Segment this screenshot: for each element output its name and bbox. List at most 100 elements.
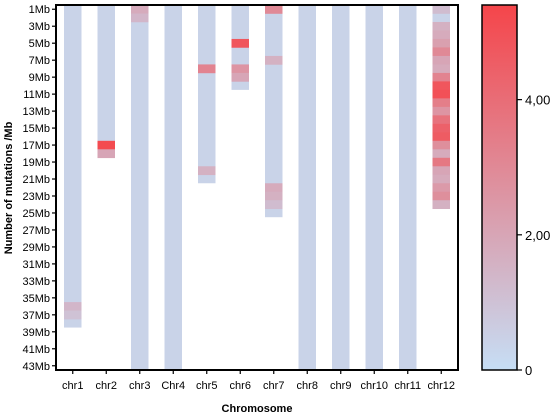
heatmap-cell	[432, 55, 450, 65]
heatmap-cell	[231, 72, 249, 82]
x-tick-label: chr11	[394, 380, 421, 392]
y-tick-label: 19Mb	[22, 157, 50, 169]
heatmap-column	[332, 6, 350, 370]
y-tick-label: 3Mb	[29, 21, 50, 33]
heatmap-cell	[432, 81, 450, 91]
heatmap-column	[164, 6, 182, 370]
color-scale-bar	[481, 4, 518, 371]
color-scale-ticks: 0 2,000 4,000	[517, 93, 550, 378]
heatmap-cell	[432, 140, 450, 150]
x-axis-title: Chromosome	[222, 403, 293, 415]
heatmap-column	[231, 6, 249, 90]
y-tick-label: 39Mb	[22, 327, 50, 339]
heatmap-cell	[432, 115, 450, 125]
heatmap-cell	[432, 166, 450, 176]
heatmap-cell	[432, 21, 450, 31]
heatmap-cell	[432, 38, 450, 48]
heatmap-column-base	[399, 6, 417, 370]
heatmap-cell	[432, 64, 450, 74]
x-tick-label: chr7	[263, 380, 284, 392]
heatmap-column	[131, 5, 149, 370]
y-tick-label: 27Mb	[22, 225, 50, 237]
heatmap-cell	[432, 183, 450, 193]
heatmap-cell	[265, 55, 283, 65]
y-tick-label: 37Mb	[22, 310, 50, 322]
y-tick-label: 5Mb	[29, 38, 50, 50]
y-tick-label: 41Mb	[22, 344, 50, 356]
x-tick-label: Chr4	[161, 380, 185, 392]
heatmap-column	[399, 6, 417, 370]
y-tick-label: 1Mb	[29, 4, 50, 16]
y-tick-label: 33Mb	[22, 276, 50, 288]
x-tick-label: chr5	[196, 380, 217, 392]
heatmap-cell	[64, 302, 82, 311]
heatmap-column	[432, 5, 450, 210]
x-tick-label: chr3	[129, 380, 150, 392]
heatmap-column-base	[64, 6, 82, 328]
y-axis: 1Mb 3Mb 5Mb 7Mb 9Mb 11Mb 13Mb 15Mb 17Mb 19Mb 21Mb 2…	[22, 4, 56, 373]
heatmap-column	[265, 5, 283, 218]
x-tick-label: chr12	[427, 380, 455, 392]
heatmap-column	[298, 6, 316, 370]
heatmap-column-base	[298, 6, 316, 370]
heatmap-cell	[432, 174, 450, 184]
heatmap-column	[64, 6, 82, 328]
heatmap-column	[97, 6, 115, 159]
plot-area	[64, 5, 450, 370]
heatmap-cell	[432, 106, 450, 116]
y-tick-label: 13Mb	[22, 106, 50, 118]
heatmap-column-base	[365, 6, 383, 370]
y-tick-label: 25Mb	[22, 208, 50, 220]
heatmap-column-base	[164, 6, 182, 370]
x-tick-label: chr6	[230, 380, 251, 392]
heatmap-cell	[198, 166, 216, 176]
heatmap-column-base	[131, 6, 149, 370]
y-tick-label: 31Mb	[22, 259, 50, 271]
y-tick-label: 29Mb	[22, 242, 50, 254]
x-tick-label: chr8	[297, 380, 318, 392]
heatmap-column	[198, 6, 216, 184]
heatmap-cell	[97, 140, 115, 150]
heatmap-cell	[265, 200, 283, 210]
heatmap-cell	[432, 47, 450, 57]
y-tick-label: 21Mb	[22, 174, 50, 186]
color-scale-legend: 0 2,000 4,000	[481, 4, 550, 378]
heatmap-cell	[231, 64, 249, 74]
heatmap-column-base	[198, 6, 216, 184]
heatmap-column-base	[332, 6, 350, 370]
heatmap-cell	[432, 200, 450, 210]
heatmap-column-base	[97, 6, 115, 158]
y-tick-label: 15Mb	[22, 123, 50, 135]
heatmap-cell	[432, 132, 450, 142]
x-tick-label: chr1	[62, 380, 83, 392]
heatmap-cell	[432, 157, 450, 167]
color-scale-tick-label: 4,000	[525, 93, 550, 108]
y-tick-label: 9Mb	[29, 72, 50, 84]
heatmap-cell	[432, 30, 450, 40]
heatmap-cell	[432, 5, 450, 14]
y-tick-label: 35Mb	[22, 293, 50, 305]
heatmap-cell	[265, 191, 283, 201]
x-axis: chr1 chr2 chr3 Chr4 chr5 chr6 chr7 chr8 chr9 chr1…	[62, 370, 455, 392]
heatmap-column	[365, 6, 383, 370]
color-scale-tick-label: 2,000	[525, 228, 550, 243]
heatmap-cell	[97, 149, 115, 159]
heatmap-cell	[131, 13, 149, 23]
heatmap-cell	[131, 5, 149, 14]
y-tick-label: 11Mb	[23, 89, 50, 101]
heatmap-cell	[432, 123, 450, 133]
heatmap-cell	[265, 5, 283, 14]
heatmap-cell	[231, 38, 249, 48]
heatmap-cell	[198, 64, 216, 74]
y-tick-label: 17Mb	[22, 140, 50, 152]
heatmap-cell	[432, 89, 450, 99]
color-scale-tick-label: 0	[525, 363, 532, 378]
y-tick-label: 43Mb	[22, 361, 50, 373]
x-tick-label: chr9	[330, 380, 351, 392]
heatmap-cell	[265, 183, 283, 193]
heatmap-cell	[432, 98, 450, 108]
heatmap-cell	[432, 191, 450, 201]
heatmap-cell	[432, 149, 450, 159]
y-tick-label: 23Mb	[22, 191, 50, 203]
